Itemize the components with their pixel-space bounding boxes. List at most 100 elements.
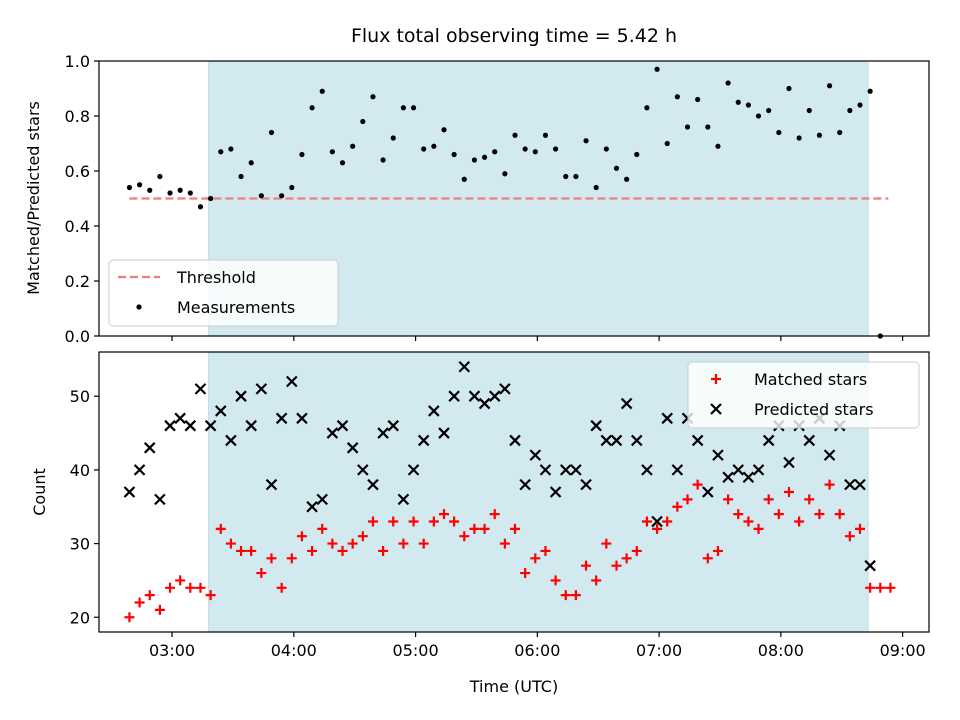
predicted-stars-point xyxy=(864,559,876,572)
matched-stars-point xyxy=(205,590,216,601)
legend-label-predicted: Predicted stars xyxy=(754,400,874,419)
matched-stars-point xyxy=(428,516,439,527)
predicted-stars-point xyxy=(539,464,552,476)
predicted-stars-point xyxy=(691,434,704,447)
predicted-stars-point xyxy=(296,412,308,425)
data-point xyxy=(776,129,782,136)
predicted-stars-point xyxy=(265,478,278,491)
data-point xyxy=(563,173,569,180)
y-tick-label: 30 xyxy=(70,535,90,554)
data-point xyxy=(360,118,366,125)
data-point xyxy=(857,102,863,108)
axes-border xyxy=(98,60,930,337)
axes-border xyxy=(98,351,930,633)
predicted-stars-point xyxy=(397,493,410,506)
matched-stars-point xyxy=(378,545,389,556)
matched-stars-point xyxy=(195,582,206,593)
y-tick-label: 20 xyxy=(70,608,90,627)
data-point xyxy=(695,96,701,103)
y-ticks: 0.0 0.2 0.4 0.6 0.8 1.0 xyxy=(65,52,99,346)
matched-stars-point xyxy=(276,582,287,593)
matched-stars-point xyxy=(865,582,876,593)
predicted-stars-point xyxy=(570,464,582,476)
matched-stars-point xyxy=(570,590,581,601)
x-tick-label: 06:00 xyxy=(514,641,560,660)
predicted-stars-point xyxy=(346,442,359,454)
data-point xyxy=(867,88,873,94)
data-point xyxy=(461,176,467,182)
data-point xyxy=(410,105,417,111)
predicted-stars-point xyxy=(712,449,724,461)
matched-stars-point xyxy=(520,568,531,579)
x-tick-label: 04:00 xyxy=(271,641,317,660)
predicted-stars-point xyxy=(641,464,653,476)
data-point xyxy=(400,105,407,111)
matched-stars-point xyxy=(763,494,774,505)
data-point xyxy=(603,146,609,152)
legend-measurements-swatch xyxy=(136,304,142,310)
data-point xyxy=(126,184,133,191)
matched-stars-point xyxy=(712,545,723,556)
data-point xyxy=(380,157,386,163)
axes-frame xyxy=(98,351,930,633)
y-tick-label: 1.0 xyxy=(65,52,90,71)
predicted-stars-point xyxy=(488,390,501,402)
matched-stars-point xyxy=(459,531,470,542)
predicted-stars-point xyxy=(133,464,146,476)
matched-stars-point xyxy=(773,509,784,520)
predicted-stars-point xyxy=(722,471,734,484)
matched-stars-point xyxy=(601,538,612,549)
data-point xyxy=(197,204,204,210)
matched-stars-point xyxy=(296,531,307,542)
matched-stars-point xyxy=(794,516,805,527)
predicted-stars-point xyxy=(742,471,755,484)
predicted-stars-point xyxy=(783,456,795,469)
data-point xyxy=(644,105,650,111)
predicted-stars-point xyxy=(306,500,318,513)
legend-label-threshold: Threshold xyxy=(176,268,256,287)
predicted-stars-point xyxy=(245,419,257,432)
axes-frame xyxy=(98,60,930,337)
predicted-stars-point xyxy=(184,419,197,432)
predicted-stars-point xyxy=(407,464,420,476)
data-point xyxy=(806,107,812,114)
data-point xyxy=(532,149,538,155)
y-tick-label: 0.6 xyxy=(65,162,90,181)
predicted-stars-point xyxy=(235,390,247,402)
matched-stars-point xyxy=(581,560,592,571)
predicted-stars-point xyxy=(509,434,521,447)
matched-stars-point xyxy=(550,575,561,586)
predicted-stars-point xyxy=(529,449,542,461)
predicted-stars-point xyxy=(752,464,765,476)
data-point xyxy=(238,173,244,180)
y-tick-label: 50 xyxy=(70,387,90,406)
predicted-stars-point xyxy=(428,405,440,417)
matched-stars-point xyxy=(499,538,510,549)
data-point xyxy=(187,190,193,196)
matched-stars-point xyxy=(225,538,236,549)
y-axis-label: Count xyxy=(30,468,49,516)
data-point xyxy=(451,151,457,158)
matched-stars-point xyxy=(256,568,267,579)
data-point xyxy=(624,176,630,182)
predicted-stars-point xyxy=(214,405,227,417)
matched-stars-point xyxy=(327,538,338,549)
predicted-stars-point xyxy=(671,464,684,476)
data-point xyxy=(329,149,335,155)
matched-stars-point xyxy=(814,509,825,520)
predicted-stars-point xyxy=(468,390,481,402)
matched-stars-point xyxy=(682,494,693,505)
predicted-stars-point xyxy=(478,397,491,410)
data-point xyxy=(796,135,802,141)
matched-stars-point xyxy=(236,545,247,556)
matched-stars-point xyxy=(804,494,815,505)
predicted-stars-point xyxy=(326,427,339,439)
predicted-stars-point xyxy=(610,434,623,447)
data-point xyxy=(593,184,599,191)
predicted-stars-point xyxy=(823,449,836,461)
data-point xyxy=(664,140,670,147)
x-axis-label: Time (UTC) xyxy=(469,677,558,696)
y-tick-label: 0.0 xyxy=(65,327,90,346)
data-point xyxy=(522,146,528,152)
